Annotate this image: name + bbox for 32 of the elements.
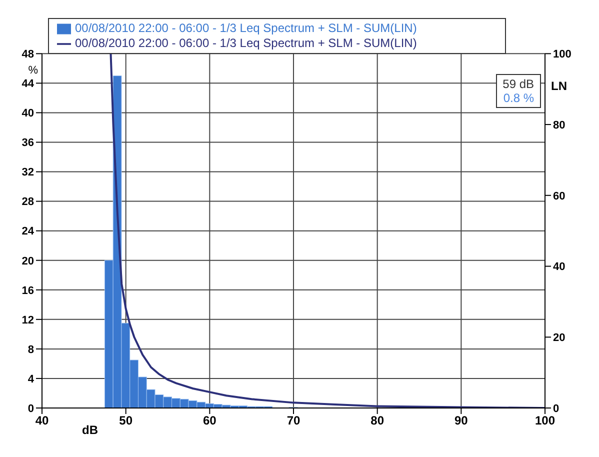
annotation: 0.8 % <box>502 91 534 105</box>
y-tick-label: 0 <box>28 402 34 415</box>
y-tick-label: 28 <box>22 196 34 208</box>
y2-axis-title: LN <box>551 79 567 94</box>
y-tick-label: 16 <box>22 284 34 297</box>
y-tick-label: 36 <box>22 137 34 150</box>
y-tick-label: 12 <box>22 314 34 326</box>
y-tick-label: 8 <box>28 344 34 356</box>
x-tick-label: 70 <box>286 414 300 428</box>
y-tick-label: 48 <box>22 48 34 61</box>
x-tick-label: 50 <box>119 414 133 428</box>
y-tick-label: 4 <box>28 373 35 386</box>
x-tick-label: 60 <box>202 414 217 428</box>
x-axis-title: dB <box>82 423 98 437</box>
y-tick-label: 44 <box>22 78 35 90</box>
y-tick-label: 40 <box>22 108 34 120</box>
x-tick-label: 90 <box>454 414 468 428</box>
legend-label: 00/08/2010 22:00 - 06:00 - 1/3 Leq Spectrum + SLM - SUM(LIN) <box>75 21 417 35</box>
y2-tick-label: 20 <box>553 332 566 344</box>
y2-tick-label: 40 <box>553 261 566 274</box>
y2-tick-label: 100 <box>553 48 572 61</box>
y-tick-label: 32 <box>22 166 34 179</box>
y-tick-label: 24 <box>22 226 35 238</box>
y-tick-label: 20 <box>22 255 34 268</box>
legend-label: 00/08/2010 22:00 - 06:00 - 1/3 Leq Spectrum + SLM - SUM(LIN) <box>75 36 417 50</box>
annotation: 59 dB <box>502 77 534 91</box>
y-axis-title: % <box>28 64 38 76</box>
x-tick-label: 80 <box>370 414 384 428</box>
y2-tick-label: 60 <box>553 190 566 202</box>
y2-tick-label: 0 <box>553 402 560 415</box>
x-tick-label: 100 <box>534 414 556 428</box>
y2-tick-label: 80 <box>553 119 566 132</box>
